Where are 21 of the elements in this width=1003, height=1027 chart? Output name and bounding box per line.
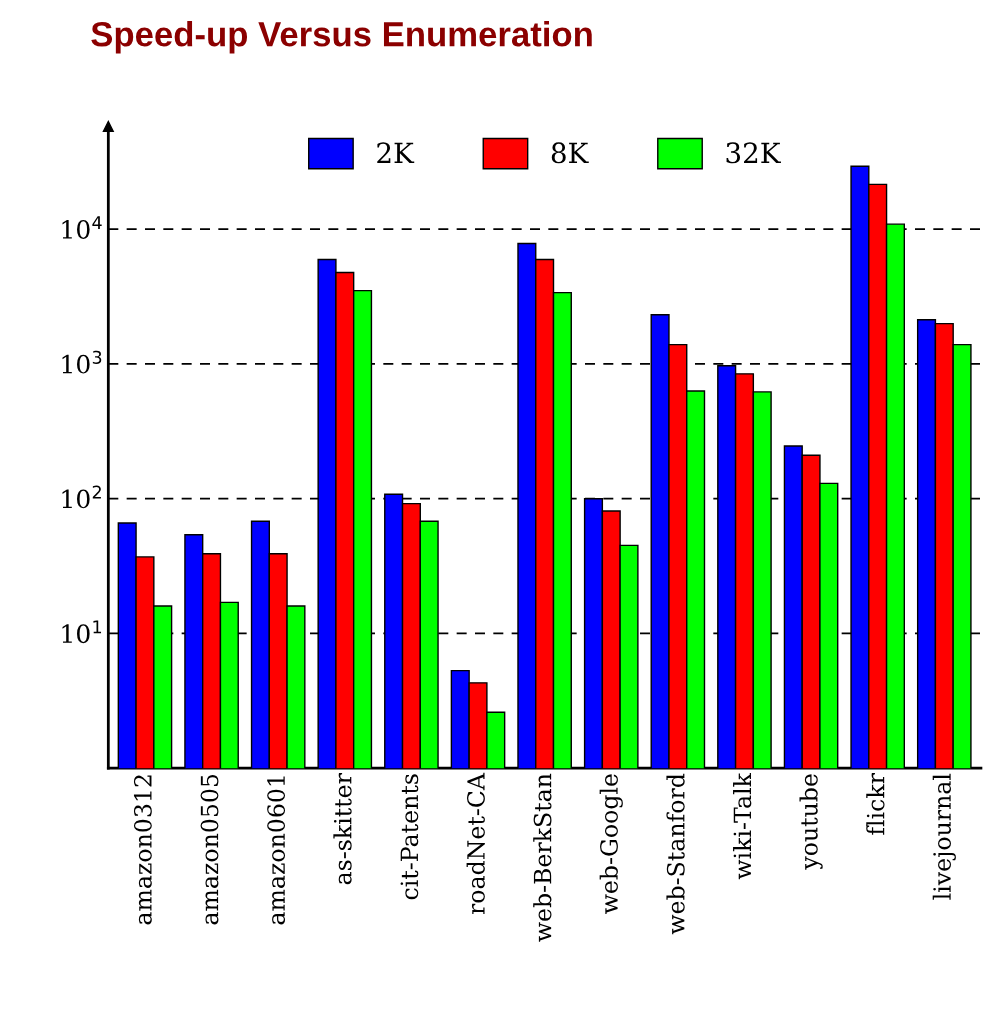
legend-label: 32K — [726, 142, 781, 164]
x-tick-label: web-Google — [599, 774, 623, 914]
x-tick-label: amazon0312 — [133, 775, 152, 925]
y-tick-label: 10$^{1}$ — [62, 620, 102, 644]
y-tick-label: 10$^{4}$ — [62, 216, 102, 239]
y-tick-label: 10$^{2}$ — [62, 485, 101, 509]
legend-label: 2K — [377, 142, 415, 163]
x-tick-label: as-skitter — [333, 773, 352, 885]
x-tick-label: web-BerkStan — [533, 773, 552, 942]
x-tick-label: flickr — [866, 773, 885, 835]
x-tick-label: roadNet-CA — [466, 772, 485, 915]
x-tick-label: amazon0601 — [267, 776, 286, 925]
y-tick-label: 10$^{3}$ — [62, 350, 102, 374]
x-tick-label: youtube — [799, 774, 823, 870]
chart-title: Speed-up Versus Enumeration — [91, 21, 592, 54]
x-tick-label: livejournal — [932, 773, 956, 900]
legend-label: 8K — [551, 142, 589, 164]
x-tick-label: wiki-Talk — [733, 772, 752, 880]
x-tick-label: cit-Patents — [400, 774, 419, 900]
x-tick-label: web-Stanford — [666, 773, 685, 935]
x-tick-label: amazon0505 — [200, 774, 219, 925]
